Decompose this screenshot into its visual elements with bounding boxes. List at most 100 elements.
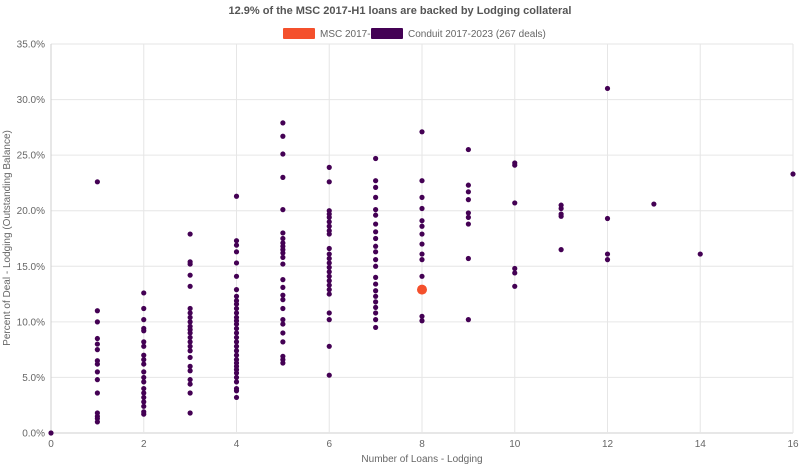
- conduit-point[interactable]: [187, 231, 193, 237]
- conduit-point[interactable]: [373, 274, 379, 280]
- conduit-point[interactable]: [94, 377, 100, 383]
- conduit-point[interactable]: [233, 249, 240, 255]
- conduit-point[interactable]: [187, 368, 193, 374]
- conduit-point[interactable]: [604, 257, 611, 263]
- conduit-point[interactable]: [94, 308, 100, 314]
- conduit-point[interactable]: [233, 339, 240, 345]
- conduit-point[interactable]: [558, 213, 564, 219]
- conduit-point[interactable]: [233, 310, 240, 316]
- conduit-point[interactable]: [94, 179, 100, 185]
- conduit-point[interactable]: [94, 319, 100, 325]
- conduit-point[interactable]: [280, 330, 286, 336]
- conduit-point[interactable]: [187, 354, 193, 361]
- conduit-point[interactable]: [141, 290, 147, 296]
- conduit-point[interactable]: [233, 348, 240, 354]
- conduit-point[interactable]: [187, 381, 193, 387]
- conduit-point[interactable]: [187, 343, 193, 349]
- conduit-point[interactable]: [280, 230, 286, 236]
- conduit-point[interactable]: [233, 193, 240, 199]
- conduit-point[interactable]: [373, 304, 379, 311]
- conduit-point[interactable]: [604, 85, 611, 92]
- conduit-point[interactable]: [233, 293, 240, 299]
- conduit-point[interactable]: [141, 305, 147, 312]
- conduit-point[interactable]: [373, 288, 379, 294]
- conduit-point[interactable]: [187, 314, 193, 321]
- conduit-point[interactable]: [419, 231, 425, 237]
- conduit-point[interactable]: [419, 257, 425, 263]
- conduit-point[interactable]: [419, 194, 425, 200]
- conduit-point[interactable]: [419, 251, 425, 257]
- conduit-point[interactable]: [326, 273, 332, 279]
- conduit-point[interactable]: [326, 343, 332, 349]
- conduit-point[interactable]: [465, 146, 471, 153]
- conduit-point[interactable]: [326, 282, 332, 288]
- conduit-point[interactable]: [326, 264, 332, 270]
- conduit-point[interactable]: [373, 184, 379, 190]
- conduit-point[interactable]: [465, 214, 471, 220]
- conduit-point[interactable]: [233, 321, 240, 327]
- conduit-point[interactable]: [233, 343, 240, 349]
- conduit-point[interactable]: [280, 250, 286, 256]
- conduit-point[interactable]: [233, 352, 240, 358]
- conduit-point[interactable]: [373, 299, 379, 305]
- conduit-point[interactable]: [373, 235, 379, 242]
- conduit-point[interactable]: [187, 319, 193, 325]
- conduit-point[interactable]: [141, 343, 147, 349]
- conduit-point[interactable]: [141, 385, 147, 392]
- conduit-point[interactable]: [373, 257, 379, 263]
- conduit-point[interactable]: [233, 388, 240, 394]
- conduit-point[interactable]: [326, 223, 332, 229]
- conduit-point[interactable]: [187, 261, 193, 267]
- conduit-point[interactable]: [141, 361, 147, 367]
- conduit-point[interactable]: [280, 339, 286, 345]
- conduit-point[interactable]: [141, 390, 147, 396]
- conduit-point[interactable]: [373, 178, 379, 184]
- conduit-point[interactable]: [233, 374, 240, 381]
- conduit-point[interactable]: [233, 370, 240, 376]
- conduit-point[interactable]: [233, 394, 240, 401]
- conduit-point[interactable]: [280, 235, 286, 242]
- conduit-point[interactable]: [48, 430, 54, 436]
- conduit-point[interactable]: [373, 229, 379, 235]
- conduit-point[interactable]: [280, 284, 286, 291]
- conduit-point[interactable]: [326, 251, 332, 257]
- conduit-point[interactable]: [373, 249, 379, 255]
- conduit-point[interactable]: [465, 317, 471, 323]
- conduit-point[interactable]: [326, 255, 332, 262]
- conduit-point[interactable]: [141, 374, 147, 381]
- conduit-point[interactable]: [280, 297, 286, 303]
- conduit-point[interactable]: [187, 272, 193, 278]
- conduit-point[interactable]: [326, 260, 332, 266]
- conduit-point[interactable]: [141, 352, 147, 358]
- conduit-point[interactable]: [373, 207, 379, 213]
- conduit-point[interactable]: [790, 171, 796, 177]
- conduit-point[interactable]: [187, 330, 193, 336]
- conduit-point[interactable]: [697, 251, 703, 257]
- conduit-point[interactable]: [604, 251, 611, 257]
- conduit-point[interactable]: [326, 310, 332, 316]
- conduit-point[interactable]: [373, 317, 379, 323]
- conduit-point[interactable]: [94, 347, 100, 353]
- conduit-point[interactable]: [373, 263, 379, 269]
- conduit-point[interactable]: [141, 394, 147, 401]
- conduit-point[interactable]: [94, 361, 100, 367]
- conduit-point[interactable]: [326, 287, 332, 293]
- conduit-point[interactable]: [233, 379, 240, 385]
- conduit-point[interactable]: [373, 281, 379, 287]
- conduit-point[interactable]: [141, 379, 147, 385]
- legend-item-conduit[interactable]: Conduit 2017-2023 (267 deals): [371, 28, 546, 40]
- conduit-point[interactable]: [94, 341, 100, 347]
- legend-item-msc[interactable]: MSC 2017-H1: [283, 28, 384, 40]
- conduit-point[interactable]: [187, 390, 193, 396]
- conduit-point[interactable]: [373, 194, 379, 200]
- conduit-point[interactable]: [141, 328, 147, 334]
- conduit-point[interactable]: [233, 287, 240, 293]
- conduit-point[interactable]: [465, 210, 471, 216]
- conduit-point[interactable]: [280, 277, 286, 283]
- conduit-point[interactable]: [326, 317, 332, 323]
- conduit-point[interactable]: [419, 218, 425, 224]
- conduit-point[interactable]: [280, 151, 286, 157]
- conduit-point[interactable]: [141, 339, 147, 345]
- conduit-point[interactable]: [233, 260, 240, 266]
- conduit-point[interactable]: [187, 377, 193, 383]
